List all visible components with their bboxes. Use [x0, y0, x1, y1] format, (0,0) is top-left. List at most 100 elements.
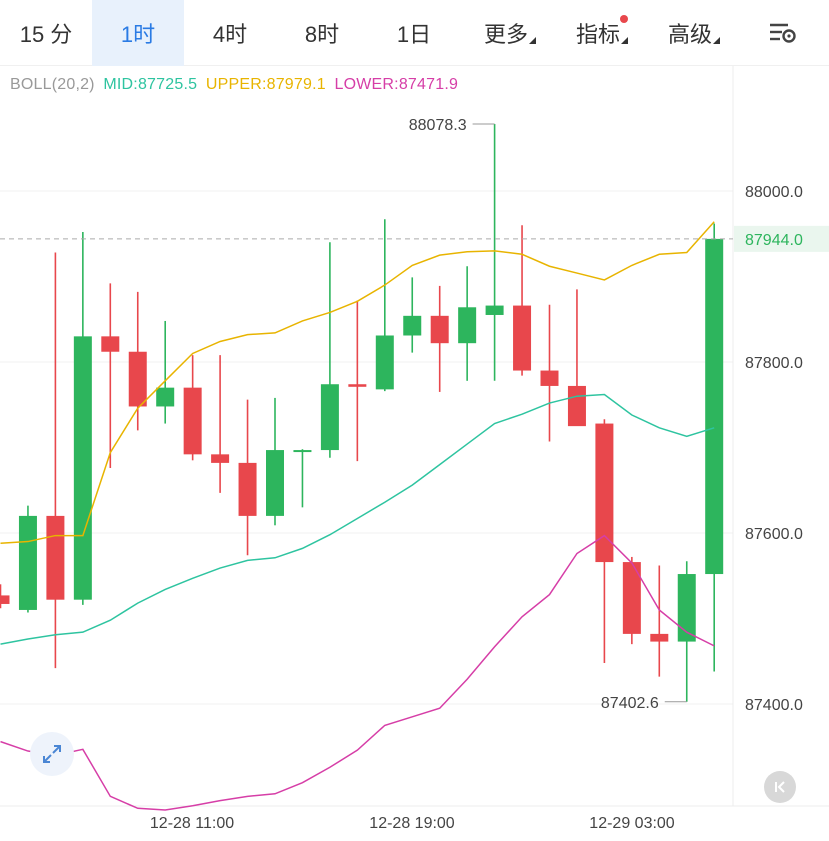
candle-body — [458, 307, 477, 344]
candle — [238, 399, 257, 556]
current-price-label: 87944.0 — [745, 232, 803, 249]
candle-body — [73, 336, 92, 600]
chart-settings-button[interactable] — [750, 0, 816, 66]
candle-body — [293, 450, 312, 453]
candle — [485, 124, 504, 381]
candle — [73, 232, 92, 605]
tab-label: 更多 — [483, 22, 528, 47]
tab-label: 1日 — [396, 22, 432, 47]
boll-name: BOLL(20,2) — [10, 76, 95, 93]
candle — [375, 219, 394, 392]
candle-body — [650, 633, 669, 642]
chart-settings-icon — [770, 23, 796, 43]
candle-body — [18, 515, 37, 610]
tab-indicators[interactable]: 指标 — [552, 0, 644, 66]
candle — [348, 300, 367, 462]
candle-body — [430, 315, 449, 344]
tab-advanced[interactable]: 高级 — [644, 0, 736, 66]
candle — [705, 223, 724, 672]
candle — [266, 397, 284, 526]
candle — [18, 505, 37, 613]
tab-label: 15 分 — [19, 22, 73, 47]
tab-8h[interactable]: 8时 — [276, 0, 368, 66]
candle — [650, 565, 669, 677]
candle-body — [211, 454, 230, 463]
candle — [0, 584, 10, 609]
candle — [595, 419, 614, 663]
boll-lower-line — [0, 534, 715, 811]
tab-label: 4时 — [212, 22, 248, 47]
candle-body — [677, 574, 696, 642]
candle-body — [485, 305, 504, 315]
candle — [156, 320, 175, 424]
tab-label: 高级 — [667, 22, 712, 47]
candle — [101, 283, 120, 469]
candle — [293, 449, 312, 508]
scroll-to-latest-button[interactable] — [764, 771, 796, 803]
tab-1h[interactable]: 1时 — [92, 0, 184, 66]
expand-arrows-icon — [43, 745, 61, 763]
notification-dot-icon — [620, 15, 628, 23]
skip-to-end-icon — [775, 781, 785, 793]
candle — [540, 304, 559, 442]
boll-mid-line — [0, 393, 715, 645]
expand-chart-button[interactable] — [30, 732, 74, 776]
boll-mid: MID:87725.5 — [103, 76, 198, 93]
current-price-tag — [734, 225, 829, 252]
boll-upper: UPPER:87979.1 — [205, 76, 326, 93]
y-tick-label: 88000.0 — [745, 184, 803, 201]
min-price-label: 87402.6 — [601, 695, 659, 712]
candle-body — [320, 384, 339, 451]
candle — [567, 289, 586, 427]
candle-body — [403, 315, 422, 336]
y-tick-label: 87600.0 — [745, 526, 803, 543]
candlestick-chart[interactable]: 87944.0 88000.0 87800.0 87600.0 87400.0 12-28… — [0, 66, 829, 841]
candle-body — [567, 385, 586, 427]
candle — [513, 225, 532, 376]
y-tick-label: 87800.0 — [745, 355, 803, 372]
dropdown-triangle-icon — [529, 37, 536, 44]
candle — [46, 252, 65, 669]
x-tick-label: 12-28 11:00 — [150, 815, 234, 832]
candle-body — [0, 595, 10, 604]
candle — [622, 556, 641, 645]
candle — [128, 291, 147, 431]
dropdown-triangle-icon — [713, 37, 720, 44]
max-price-label: 88078.3 — [409, 117, 467, 134]
tab-label: 指标 — [575, 22, 620, 47]
candle-body — [183, 387, 202, 455]
tab-label: 1时 — [120, 22, 156, 47]
candle-body — [705, 238, 724, 575]
x-tick-label: 12-29 03:00 — [589, 815, 675, 832]
boll-indicator-legend: BOLL(20,2) MID:87725.5 UPPER:87979.1 LOW… — [10, 76, 462, 94]
candle-body — [348, 384, 367, 387]
candle-body — [595, 423, 614, 563]
candle — [430, 285, 449, 392]
tab-label: 8时 — [304, 22, 340, 47]
y-tick-label: 87400.0 — [745, 697, 803, 714]
candle-body — [622, 562, 641, 634]
candle — [403, 277, 422, 353]
candle — [458, 266, 477, 381]
x-tick-label: 12-28 19:00 — [369, 815, 455, 832]
candle-body — [266, 450, 284, 516]
candle-body — [156, 387, 175, 407]
candle — [183, 355, 202, 461]
timeframe-tabs: 15 分 1时 4时 8时 1日 更多 指标 高级 — [0, 0, 829, 66]
candle-body — [513, 305, 532, 371]
dropdown-triangle-icon — [621, 37, 628, 44]
candle — [211, 355, 230, 493]
boll-lower: LOWER:87471.9 — [334, 76, 459, 93]
tab-1d[interactable]: 1日 — [368, 0, 460, 66]
tab-15min[interactable]: 15 分 — [0, 0, 92, 66]
tab-more[interactable]: 更多 — [460, 0, 552, 66]
candle — [320, 242, 339, 458]
candle-body — [540, 370, 559, 386]
candle-body — [375, 335, 394, 390]
candle-body — [128, 351, 147, 407]
candle-body — [46, 515, 65, 600]
candle-body — [238, 462, 257, 516]
boll-upper-line — [0, 221, 715, 545]
candle-body — [101, 336, 120, 352]
tab-4h[interactable]: 4时 — [184, 0, 276, 66]
